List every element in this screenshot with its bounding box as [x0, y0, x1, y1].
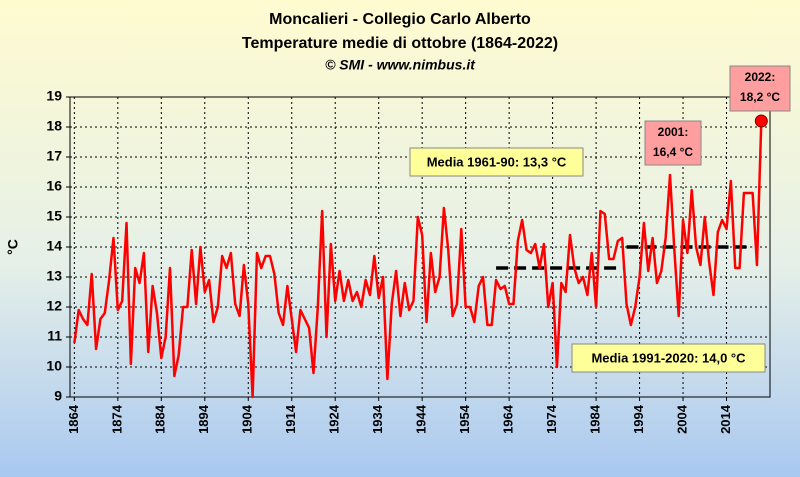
- mean-label: Media 1991-2020: 14,0 °C: [591, 350, 746, 365]
- y-tick-label: 14: [46, 238, 62, 254]
- annotation-box: [729, 65, 791, 112]
- mean-label-box: [409, 147, 584, 177]
- x-tick-label: 1904: [240, 404, 255, 434]
- annotation-box: [644, 120, 702, 166]
- x-tick-label: 1954: [457, 404, 472, 434]
- x-tick-label: 1944: [414, 404, 429, 434]
- y-tick-label: 10: [46, 358, 62, 374]
- x-tick-label: 1864: [66, 404, 81, 434]
- chart-subtitle: Temperature medie di ottobre (1864-2022): [242, 35, 558, 52]
- annotation-text: 18,2 °C: [740, 90, 780, 104]
- annotation-text: 2001:: [658, 125, 689, 139]
- y-tick-label: 12: [46, 298, 62, 314]
- y-tick-label: 11: [47, 328, 62, 344]
- credit: © SMI - www.nimbus.it: [325, 57, 476, 73]
- x-tick-label: 1894: [196, 404, 211, 434]
- x-tick-label: 2004: [674, 404, 689, 434]
- x-tick-label: 1914: [283, 404, 298, 434]
- y-tick-label: 17: [46, 148, 62, 164]
- mean-label: Media 1961-90: 13,3 °C: [427, 154, 567, 169]
- y-tick-label: 13: [46, 268, 62, 284]
- y-tick-label: 9: [54, 388, 62, 404]
- x-tick-label: 1934: [370, 404, 385, 434]
- annotation-text: 2022:: [745, 70, 776, 84]
- x-tick-label: 1974: [544, 404, 559, 434]
- x-tick-label: 1874: [109, 404, 124, 434]
- x-tick-label: 2014: [718, 404, 733, 434]
- temperature-line: [73, 120, 763, 399]
- highlight-point: [754, 114, 768, 128]
- y-axis-label: °C: [5, 239, 21, 255]
- x-tick-label: 1884: [153, 404, 168, 434]
- x-tick-label: 1994: [631, 404, 646, 434]
- x-tick-label: 1924: [327, 404, 342, 434]
- chart-title: Moncalieri - Collegio Carlo Alberto: [269, 11, 531, 28]
- mean-label-box: [571, 343, 766, 373]
- y-tick-label: 15: [46, 208, 62, 224]
- annotation-text: 16,4 °C: [653, 145, 693, 159]
- x-tick-label: 1964: [501, 404, 516, 434]
- y-tick-label: 16: [46, 178, 62, 194]
- y-tick-label: 19: [46, 88, 62, 104]
- x-tick-label: 1984: [588, 404, 603, 434]
- y-tick-label: 18: [46, 118, 62, 134]
